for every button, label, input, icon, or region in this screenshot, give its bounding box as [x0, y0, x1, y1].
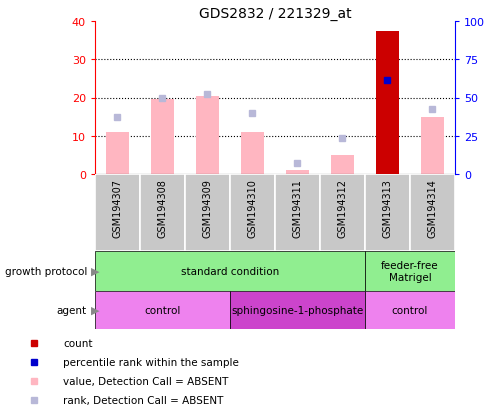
Bar	[364, 291, 454, 329]
Bar	[140, 175, 184, 252]
Bar	[95, 252, 364, 291]
Text: ▶: ▶	[91, 266, 99, 276]
Bar	[106, 133, 128, 175]
Bar	[331, 156, 353, 175]
Bar	[196, 96, 218, 175]
Text: GSM194313: GSM194313	[382, 178, 392, 237]
Bar	[229, 175, 274, 252]
Bar	[364, 252, 454, 291]
Text: rank, Detection Call = ABSENT: rank, Detection Call = ABSENT	[63, 395, 223, 405]
Text: control: control	[391, 305, 427, 315]
Bar	[409, 175, 454, 252]
Text: GSM194311: GSM194311	[292, 178, 302, 237]
Bar	[274, 175, 319, 252]
Bar	[319, 175, 364, 252]
Bar	[376, 31, 398, 175]
Bar	[364, 175, 409, 252]
Bar	[184, 175, 229, 252]
Text: percentile rank within the sample: percentile rank within the sample	[63, 357, 239, 367]
Text: GSM194314: GSM194314	[426, 178, 437, 237]
Bar	[95, 291, 229, 329]
Text: sphingosine-1-phosphate: sphingosine-1-phosphate	[231, 305, 363, 315]
Text: control: control	[144, 305, 181, 315]
Bar	[151, 100, 173, 175]
Bar	[95, 175, 140, 252]
Text: GSM194309: GSM194309	[202, 178, 212, 237]
Text: ▶: ▶	[91, 305, 99, 315]
Text: GSM194308: GSM194308	[157, 178, 167, 237]
Text: GSM194310: GSM194310	[247, 178, 257, 237]
Text: GSM194312: GSM194312	[337, 178, 347, 237]
Bar	[421, 117, 443, 175]
Title: GDS2832 / 221329_at: GDS2832 / 221329_at	[198, 7, 350, 21]
Bar	[229, 291, 364, 329]
Bar	[241, 133, 263, 175]
Text: count: count	[63, 339, 92, 349]
Text: standard condition: standard condition	[181, 266, 279, 276]
Text: agent: agent	[57, 305, 87, 315]
Text: value, Detection Call = ABSENT: value, Detection Call = ABSENT	[63, 376, 228, 386]
Text: growth protocol: growth protocol	[5, 266, 87, 276]
Text: GSM194307: GSM194307	[112, 178, 122, 237]
Bar	[286, 171, 308, 175]
Text: feeder-free
Matrigel: feeder-free Matrigel	[380, 261, 438, 282]
